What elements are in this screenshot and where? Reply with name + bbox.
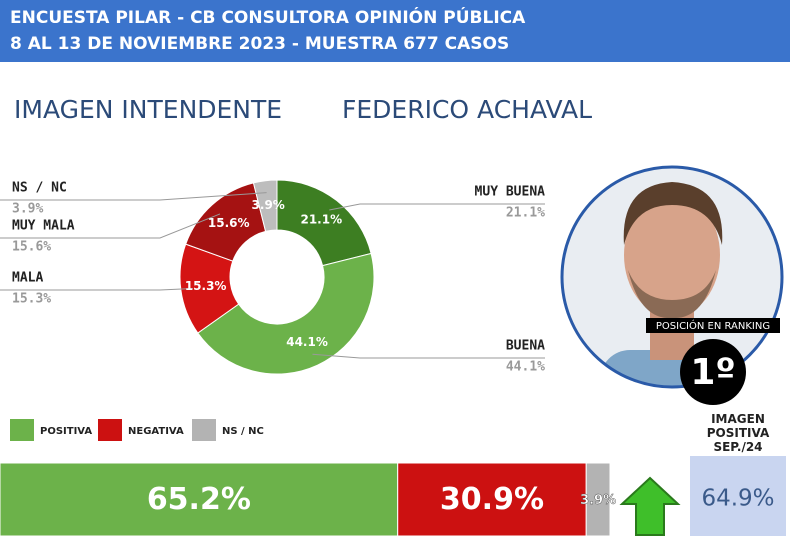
header-band [0, 0, 790, 62]
slice-label: 44.1% [286, 335, 328, 349]
slice-label: 15.6% [208, 216, 250, 230]
category-value: 21.1% [506, 206, 545, 221]
category-value: 3.9% [12, 202, 43, 217]
photo [560, 165, 784, 389]
donut-slice [276, 179, 372, 267]
comparison-box [690, 456, 786, 536]
category-label: BUENA [506, 339, 545, 354]
title: IMAGEN INTENDENTE [14, 95, 282, 124]
legend-swatch [192, 419, 216, 441]
slice-label: 15.3% [185, 279, 227, 293]
category-label: MUY MALA [12, 219, 75, 234]
category-value: 15.6% [12, 240, 51, 255]
bar-segment [397, 462, 587, 537]
title: FEDERICO ACHAVAL [342, 95, 592, 124]
category-value: 44.1% [506, 360, 545, 375]
legend-label: POSITIVA [40, 426, 92, 437]
comparison-value: 64.9% [701, 486, 774, 512]
legend-swatch [10, 419, 34, 441]
up-arrow [619, 476, 681, 536]
ranking-badge [680, 339, 746, 405]
legend-swatch [98, 419, 122, 441]
ranking-label: POSICIÓN EN RANKING [656, 319, 770, 332]
leader-line [329, 203, 545, 211]
category-value: 15.3% [12, 292, 51, 307]
category-label: MALA [12, 271, 43, 286]
ranking-label-bg [646, 318, 780, 333]
legend-label: NS / NC [222, 426, 264, 437]
donut-slice [197, 252, 375, 375]
leader-line [0, 213, 221, 239]
bar-label: 30.9% [440, 482, 544, 517]
header-line: 8 AL 13 DE NOVIEMBRE 2023 - MUESTRA 677 … [10, 34, 509, 54]
ranking-position: 1º [690, 352, 735, 393]
header-line: ENCUESTA PILAR - CB CONSULTORA OPINIÓN P… [10, 6, 526, 28]
bar-label: 65.2% [147, 482, 251, 517]
slice-label: 3.9% [252, 198, 285, 212]
leader-line [0, 192, 267, 201]
legend-label: NEGATIVA [128, 426, 184, 437]
comparison-label-box: IMAGEN POSITIVA SEP./24 [706, 412, 770, 454]
comparison-label: IMAGEN POSITIVA SEP./24 [706, 412, 770, 454]
category-label: MUY BUENA [475, 185, 546, 200]
bar-label: 3.9% [580, 493, 616, 508]
leader-line [312, 353, 545, 359]
category-label: NS / NC [12, 181, 67, 196]
bar-segment [585, 462, 611, 537]
slice-label: 21.1% [300, 213, 342, 227]
bar-segment [0, 462, 399, 537]
leader-line [0, 287, 193, 291]
